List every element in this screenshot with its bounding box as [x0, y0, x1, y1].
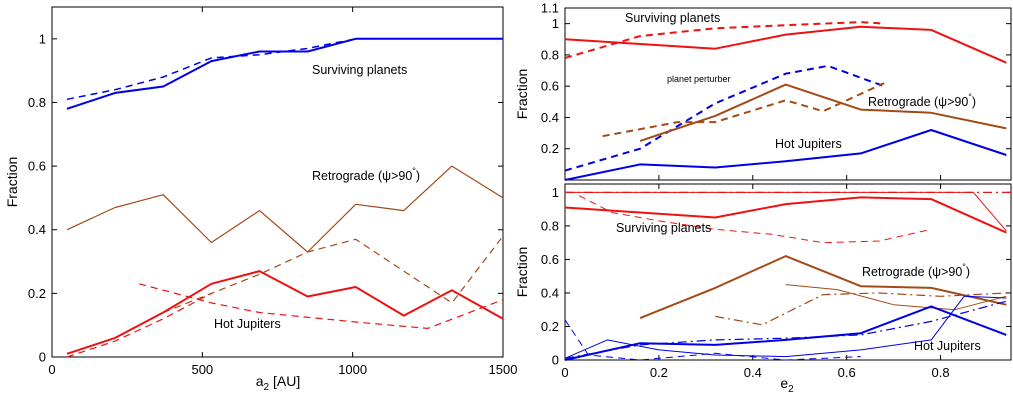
series-retro_dashdot	[715, 292, 1007, 326]
series-surv_thin	[565, 191, 1007, 232]
x-axis-label-rest: [AU]	[269, 373, 300, 389]
x-tick-label: 0	[561, 365, 568, 380]
x-tick-label: 1500	[489, 362, 518, 377]
y-axis-label: Fraction	[514, 69, 530, 120]
series-surv_dashed	[578, 195, 932, 244]
right-bottom-panel: 0 0.2 0.4 0.6 0.8 1 0 0.2 0.4 0.6 0.8 Fraction e2 Sur…	[514, 183, 1012, 395]
x-axis-label-sub: 2	[264, 382, 270, 393]
annotation-retrograde: Retrograde (ψ>90°)	[312, 166, 420, 183]
retro-close: )	[416, 169, 420, 183]
retro-text: Retrograde (ψ>90	[312, 169, 412, 183]
left-panel: 0 0.2 0.4 0.6 0.8 1 0 500 1000 1500 Fraction a2 [AU…	[4, 6, 518, 393]
y-tick-label: 0	[39, 350, 46, 365]
x-tick-label: 0.4	[744, 365, 762, 380]
y-tick-label: 0.6	[541, 79, 559, 94]
x-tick-label: 500	[191, 362, 213, 377]
annotation-hotj: Hot Jupiters	[914, 339, 981, 353]
x-axis-label-main: e	[780, 375, 788, 391]
retro-text: Retrograde (ψ>90	[862, 265, 962, 279]
annotation-perturber: planet perturber	[667, 74, 731, 84]
series-surv_dashed	[564, 21, 885, 59]
y-tick-label: 0	[552, 353, 559, 368]
series-retro_dashed	[602, 82, 885, 138]
x-tick-label: 0	[48, 362, 55, 377]
y-tick-label: 0.2	[541, 319, 559, 334]
annotation-surviving: Surviving planets	[616, 221, 711, 235]
series-retro_solid	[639, 83, 1007, 142]
series-surv_solid	[66, 37, 503, 110]
annotation-surviving: Surviving planets	[312, 63, 407, 77]
x-tick-label: 0.2	[650, 365, 668, 380]
retro-close: )	[966, 265, 970, 279]
annotation-surviving: Surviving planets	[625, 11, 720, 25]
series-surv_solid	[564, 196, 1007, 234]
y-tick-label: 0.8	[541, 218, 559, 233]
x-axis-label-main: a	[256, 373, 264, 389]
retro-close: )	[972, 95, 976, 109]
series-pert_dashed	[564, 64, 885, 172]
y-tick-label: 0.2	[28, 286, 46, 301]
x-tick-label: 0.8	[932, 365, 950, 380]
retro-degree: °	[968, 92, 972, 102]
x-axis-label: e2	[780, 375, 794, 395]
y-axis-label: Fraction	[514, 247, 530, 298]
y-tick-label: 1.1	[541, 1, 559, 16]
y-tick-label: 0.4	[541, 285, 559, 300]
y-tick-label: 1	[552, 185, 559, 200]
x-axis-label-sub: 2	[788, 384, 794, 395]
y-tick-label: 0.8	[28, 95, 46, 110]
series-hj_dashed	[139, 283, 504, 329]
series-hj_dashdot	[564, 300, 1007, 359]
series-hj_thin	[564, 295, 1007, 359]
y-axis-label: Fraction	[4, 157, 20, 208]
series-retro_dashed	[162, 235, 504, 314]
plot-frame	[564, 7, 1012, 181]
series-retro_thin	[785, 284, 1007, 311]
right-top-panel: 0.2 0.4 0.6 0.8 11.1 Fraction Surviving planet…	[514, 1, 1012, 181]
series-surv_solid	[564, 25, 1007, 64]
annotation-retrograde: Retrograde (ψ>90°)	[868, 92, 976, 109]
y-tick-label: 0.6	[28, 159, 46, 174]
series-retro_solid	[639, 255, 1007, 320]
annotation-hotj: Hot Jupiters	[775, 137, 842, 151]
series-surv_dashed	[66, 38, 503, 101]
series-hj_solid	[564, 305, 1007, 361]
x-tick-label: 1000	[338, 362, 367, 377]
retro-degree: °	[412, 166, 416, 176]
y-tick-label: 0.8	[541, 47, 559, 62]
y-tick-label: 0.2	[541, 141, 559, 156]
y-tick-label: 0.4	[28, 222, 46, 237]
retro-degree: °	[962, 262, 966, 272]
series-hj_red_dash_low	[66, 292, 212, 358]
annotation-hotj: Hot Jupiters	[214, 317, 281, 331]
series-hj_dashed	[564, 319, 861, 361]
y-tick-label: 0.6	[541, 252, 559, 267]
plot-frame	[51, 6, 504, 358]
series-hj_solid	[66, 270, 504, 355]
annotation-retrograde: Retrograde (ψ>90°)	[862, 262, 970, 279]
y-tick-label: 1	[39, 31, 46, 46]
y-tick-label: 1	[552, 16, 559, 31]
y-tick-label: 0.4	[541, 110, 559, 125]
retro-text: Retrograde (ψ>90	[868, 95, 968, 109]
x-axis-label: a2 [AU]	[256, 373, 300, 393]
x-tick-label: 0.6	[838, 365, 856, 380]
series-retro_solid	[66, 165, 504, 253]
series-hj_solid	[564, 129, 1007, 181]
